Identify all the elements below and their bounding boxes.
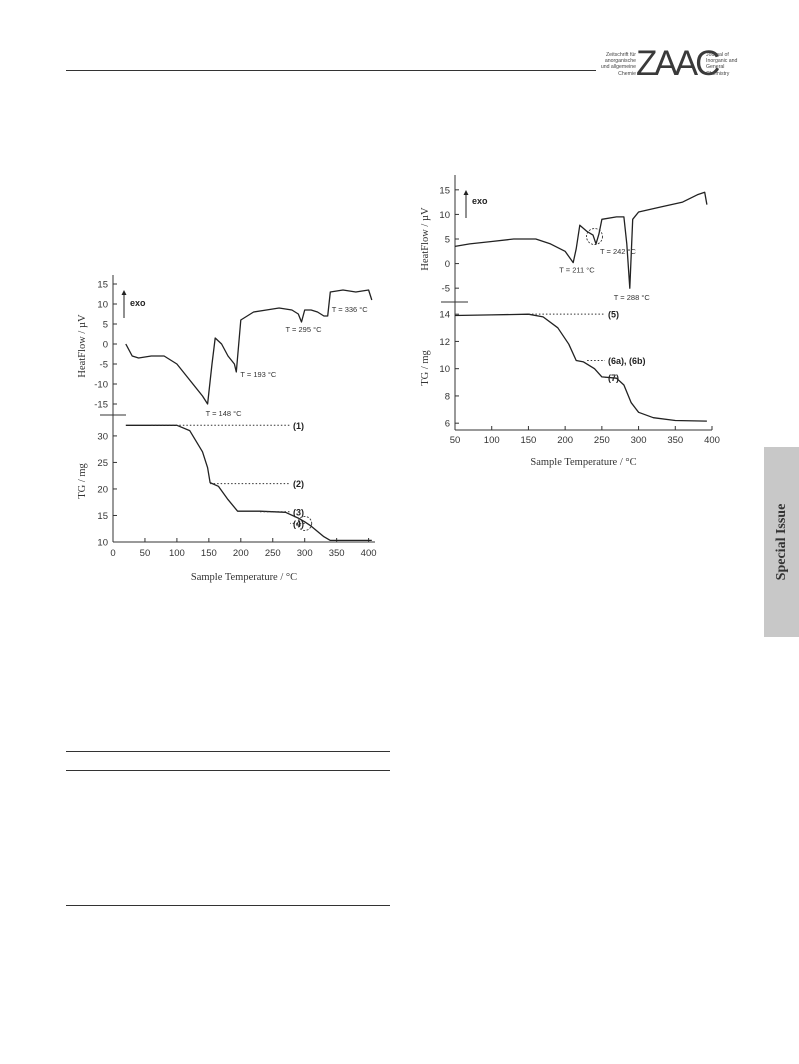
logo-right-line: Inorganic and <box>706 58 738 65</box>
tg-y-tick-label: 8 <box>445 391 450 402</box>
dsc-y-axis-title: HeatFlow / µV <box>420 207 431 271</box>
tg-y-axis-title: TG / mg <box>77 462 88 498</box>
dsc-y-tick-label: -10 <box>94 380 108 391</box>
x-tick-label: 250 <box>594 435 610 446</box>
tg-curve <box>454 313 707 422</box>
tg-y-tick-label: 14 <box>439 310 450 321</box>
logo-main: ZAAC <box>636 44 720 83</box>
dsc-peak-annotation: T = 193 °C <box>240 370 277 379</box>
highlight-circle <box>297 515 313 531</box>
tg-step-label: (5) <box>608 310 619 320</box>
x-tick-label: 0 <box>110 548 115 559</box>
dsc-peak-annotation: T = 211 °C <box>559 266 595 275</box>
dsc-y-axis-title: HeatFlow / µV <box>77 314 88 378</box>
dsc-peak-annotation: T = 242 °C <box>600 247 637 256</box>
exo-arrow-head <box>463 190 469 195</box>
dsc-y-tick-label: 0 <box>445 259 450 270</box>
logo-left-line: Zeitschrift für <box>606 52 636 58</box>
dsc-peak-annotation: T = 295 °C <box>286 325 323 334</box>
x-tick-label: 50 <box>140 548 151 559</box>
x-tick-label: 200 <box>233 548 249 559</box>
dsc-peak-annotation: T = 148 °C <box>206 409 243 418</box>
x-tick-label: 200 <box>557 435 573 446</box>
logo-left-text: Zeitschrift für anorganische und allgeme… <box>598 52 636 77</box>
tg-y-tick-label: 25 <box>97 458 108 469</box>
tg-y-tick-label: 6 <box>445 419 450 430</box>
tg-curve <box>125 424 372 542</box>
dsc-y-tick-label: 5 <box>103 320 108 331</box>
dsc-peak-annotation: T = 336 °C <box>332 305 369 314</box>
x-tick-label: 400 <box>704 435 720 446</box>
exo-arrow-head <box>121 290 127 295</box>
dsc-y-tick-label: 5 <box>445 235 450 246</box>
x-tick-label: 400 <box>361 548 377 559</box>
table-header-rule <box>66 770 390 771</box>
tg-step-label: (4) <box>293 519 304 529</box>
highlight-circle <box>586 228 603 245</box>
logo-right-line: General <box>706 64 725 71</box>
tg-y-tick-label: 10 <box>97 538 108 549</box>
exo-label: exo <box>130 298 146 308</box>
x-tick-label: 350 <box>667 435 683 446</box>
table-top-rule <box>66 751 390 752</box>
tg-step-label: (1) <box>293 421 304 431</box>
special-issue-tab: Special Issue <box>764 447 799 637</box>
tg-y-tick-label: 15 <box>97 511 108 522</box>
x-axis-title: Sample Temperature / °C <box>191 572 297 583</box>
x-tick-label: 150 <box>201 548 217 559</box>
x-tick-label: 300 <box>631 435 647 446</box>
tg-y-axis-title: TG / mg <box>420 349 431 385</box>
dsc-y-tick-label: -5 <box>442 284 450 295</box>
x-axis-title: Sample Temperature / °C <box>530 457 636 468</box>
tg-step-label: (2) <box>293 479 304 489</box>
logo-left-line: anorganische <box>604 58 636 65</box>
dsc-curve <box>454 191 708 289</box>
x-tick-label: 250 <box>265 548 281 559</box>
exo-label: exo <box>472 196 488 206</box>
x-tick-label: 100 <box>169 548 185 559</box>
x-tick-label: 300 <box>297 548 313 559</box>
dsc-y-tick-label: -5 <box>100 360 108 371</box>
dsc-y-tick-label: 10 <box>439 210 450 221</box>
journal-logo: Zeitschrift für anorganische und allgeme… <box>598 44 740 84</box>
x-tick-label: 100 <box>484 435 500 446</box>
dsc-peak-annotation: T = 288 °C <box>614 293 651 302</box>
tg-step-label: (7) <box>608 373 619 383</box>
dsc-y-tick-label: 0 <box>103 340 108 351</box>
dsc-y-tick-label: -15 <box>94 400 108 411</box>
tg-step-label: (3) <box>293 507 304 517</box>
tg-y-tick-label: 10 <box>439 364 450 375</box>
tg-step-label: (6a), (6b) <box>608 356 646 366</box>
x-tick-label: 350 <box>329 548 345 559</box>
tg-y-tick-label: 12 <box>439 337 450 348</box>
dsc-y-tick-label: 15 <box>97 280 108 291</box>
header-rule <box>66 70 596 71</box>
logo-right-line: Chemistry <box>706 70 730 77</box>
dsc-y-tick-label: 10 <box>97 300 108 311</box>
x-tick-label: 150 <box>520 435 536 446</box>
tg-y-tick-label: 20 <box>97 484 108 495</box>
table-bottom-rule <box>66 905 390 906</box>
tg-y-tick-label: 30 <box>97 431 108 442</box>
logo-right-text: Journal of Inorganic and General Chemist… <box>706 52 740 77</box>
logo-left-line: und allgemeine <box>600 64 636 71</box>
logo-left-line: Chemie <box>618 70 636 77</box>
logo-right-line: Journal of <box>706 52 729 58</box>
x-tick-label: 50 <box>450 435 461 446</box>
dsc-curve <box>125 289 373 405</box>
dsc-y-tick-label: 15 <box>439 185 450 196</box>
